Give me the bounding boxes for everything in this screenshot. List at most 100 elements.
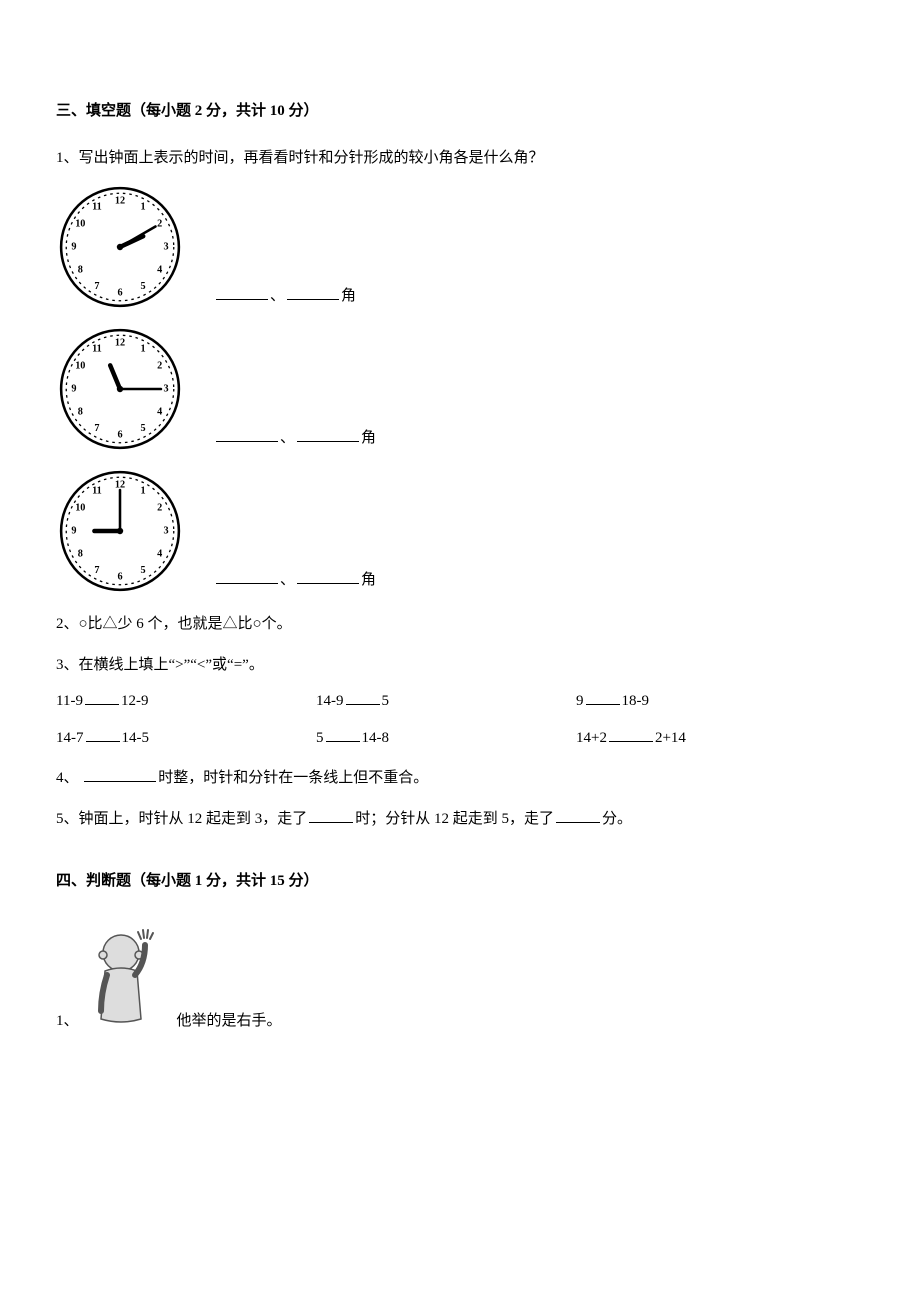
separator: 、 bbox=[270, 288, 285, 304]
expr: 14-7 bbox=[56, 730, 84, 746]
svg-text:10: 10 bbox=[75, 360, 85, 371]
svg-text:5: 5 bbox=[140, 565, 145, 576]
angle-suffix: 角 bbox=[361, 430, 376, 446]
expr: 12-9 bbox=[121, 693, 149, 709]
svg-text:9: 9 bbox=[71, 383, 76, 394]
svg-text:3: 3 bbox=[164, 241, 169, 252]
q1-prompt: 1、写出钟面上表示的时间，再看看时针和分针形成的较小角各是什么角？ bbox=[56, 147, 864, 170]
svg-text:11: 11 bbox=[92, 202, 102, 213]
svg-text:12: 12 bbox=[115, 479, 125, 490]
expr: 11-9 bbox=[56, 693, 83, 709]
svg-text:6: 6 bbox=[117, 571, 122, 582]
angle-suffix: 角 bbox=[361, 572, 376, 588]
svg-text:1: 1 bbox=[140, 202, 145, 213]
expr: 14+2 bbox=[576, 730, 607, 746]
blank-compare[interactable] bbox=[85, 690, 119, 705]
clock-2-answer: 、角 bbox=[214, 427, 376, 454]
svg-text:8: 8 bbox=[78, 406, 83, 417]
svg-text:3: 3 bbox=[164, 383, 169, 394]
q4-post: 时整，时针和分针在一条线上但不重合。 bbox=[158, 770, 428, 786]
clock-row-3: 1212 345 678 91011 、角 bbox=[56, 467, 864, 595]
expr: 14-9 bbox=[316, 693, 344, 709]
blank-angle-3[interactable] bbox=[297, 569, 359, 584]
svg-text:9: 9 bbox=[71, 525, 76, 536]
svg-text:7: 7 bbox=[94, 423, 99, 434]
svg-text:7: 7 bbox=[94, 565, 99, 576]
blank-compare[interactable] bbox=[609, 727, 653, 742]
svg-text:10: 10 bbox=[75, 502, 85, 513]
svg-text:8: 8 bbox=[78, 548, 83, 559]
svg-text:5: 5 bbox=[140, 281, 145, 292]
clock-icon: 1212 345 678 91011 bbox=[56, 325, 184, 453]
svg-text:1: 1 bbox=[140, 486, 145, 497]
svg-text:12: 12 bbox=[115, 195, 125, 206]
blank-time-3[interactable] bbox=[216, 569, 278, 584]
clock-row-2: 1212 345 678 91011 、角 bbox=[56, 325, 864, 453]
clock-3-answer: 、角 bbox=[214, 569, 376, 596]
expr: 5 bbox=[382, 693, 390, 709]
s4-q1-num: 1、 bbox=[56, 1010, 79, 1033]
svg-text:2: 2 bbox=[157, 360, 162, 371]
clock-1-answer: 、角 bbox=[214, 285, 356, 312]
boy-icon bbox=[79, 923, 171, 1033]
clock-row-1: 1212 345 678 91011 、角 bbox=[56, 183, 864, 311]
svg-text:5: 5 bbox=[140, 423, 145, 434]
svg-text:3: 3 bbox=[164, 525, 169, 536]
svg-text:12: 12 bbox=[115, 337, 125, 348]
blank-angle-1[interactable] bbox=[287, 285, 339, 300]
s4-q1-text: 他举的是右手。 bbox=[177, 1010, 282, 1033]
q2: 2、○比△少 6 个，也就是△比○个。 bbox=[56, 613, 864, 636]
expr: 14-8 bbox=[362, 730, 390, 746]
svg-text:11: 11 bbox=[92, 344, 102, 355]
clock-icon: 1212 345 678 91011 bbox=[56, 183, 184, 311]
clock-1: 1212 345 678 91011 bbox=[56, 183, 184, 311]
blank-q5b[interactable] bbox=[556, 808, 600, 823]
svg-text:2: 2 bbox=[157, 218, 162, 229]
svg-text:6: 6 bbox=[117, 287, 122, 298]
blank-compare[interactable] bbox=[326, 727, 360, 742]
clock-3: 1212 345 678 91011 bbox=[56, 467, 184, 595]
q5: 5、钟面上，时针从 12 起走到 3，走了 时；分针从 12 起走到 5，走了 分。 bbox=[56, 808, 864, 831]
blank-q5a[interactable] bbox=[309, 808, 353, 823]
separator: 、 bbox=[280, 430, 295, 446]
svg-text:1: 1 bbox=[140, 344, 145, 355]
expr: 14-5 bbox=[122, 730, 150, 746]
section-3-heading: 三、填空题（每小题 2 分，共计 10 分） bbox=[56, 100, 864, 123]
expr: 9 bbox=[576, 693, 584, 709]
svg-text:7: 7 bbox=[94, 281, 99, 292]
blank-compare[interactable] bbox=[86, 727, 120, 742]
expr: 5 bbox=[316, 730, 324, 746]
blank-time-2[interactable] bbox=[216, 427, 278, 442]
svg-text:2: 2 bbox=[157, 502, 162, 513]
svg-text:11: 11 bbox=[92, 486, 102, 497]
blank-angle-2[interactable] bbox=[297, 427, 359, 442]
section-4-heading: 四、判断题（每小题 1 分，共计 15 分） bbox=[56, 870, 864, 893]
svg-text:4: 4 bbox=[157, 406, 162, 417]
q5-p2: 时；分针从 12 起走到 5，走了 bbox=[355, 811, 554, 827]
svg-text:6: 6 bbox=[117, 429, 122, 440]
q3-row-2: 14-7 14-5 5 14-8 14+2 2+14 bbox=[56, 727, 836, 750]
angle-suffix: 角 bbox=[341, 288, 356, 304]
blank-time-1[interactable] bbox=[216, 285, 268, 300]
expr: 2+14 bbox=[655, 730, 686, 746]
clock-2: 1212 345 678 91011 bbox=[56, 325, 184, 453]
q5-p3: 分。 bbox=[602, 811, 632, 827]
q3-row-1: 11-9 12-9 14-9 5 9 18-9 bbox=[56, 690, 836, 713]
q3-prompt: 3、在横线上填上“>”“<”或“=”。 bbox=[56, 654, 864, 677]
q4-pre: 4、 bbox=[56, 770, 82, 786]
svg-text:10: 10 bbox=[75, 218, 85, 229]
svg-text:4: 4 bbox=[157, 264, 162, 275]
boy-illustration bbox=[79, 923, 171, 1033]
clock-icon: 1212 345 678 91011 bbox=[56, 467, 184, 595]
expr: 18-9 bbox=[622, 693, 650, 709]
blank-compare[interactable] bbox=[586, 690, 620, 705]
blank-compare[interactable] bbox=[346, 690, 380, 705]
svg-text:4: 4 bbox=[157, 548, 162, 559]
separator: 、 bbox=[280, 572, 295, 588]
blank-q4[interactable] bbox=[84, 767, 156, 782]
svg-text:8: 8 bbox=[78, 264, 83, 275]
q5-p1: 5、钟面上，时针从 12 起走到 3，走了 bbox=[56, 811, 307, 827]
svg-text:9: 9 bbox=[71, 241, 76, 252]
q4: 4、 时整，时针和分针在一条线上但不重合。 bbox=[56, 767, 864, 790]
s4-q1: 1、 他举的是 bbox=[56, 923, 864, 1033]
